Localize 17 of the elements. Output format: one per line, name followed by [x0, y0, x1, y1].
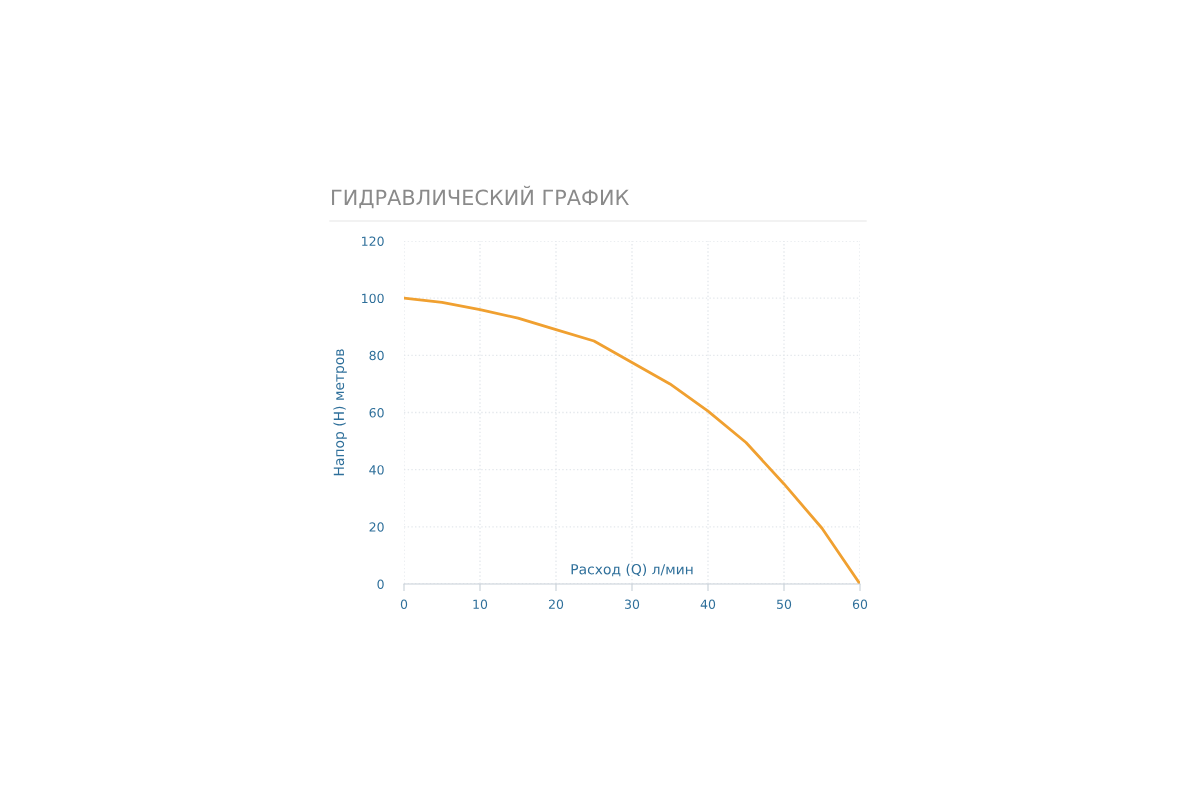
y-tick-label: 100 [362, 293, 384, 304]
y-tick-label: 40 [369, 465, 384, 475]
chart-title: ГИДРАВЛИЧЕСКИЙ ГРАФИК [332, 185, 629, 209]
x-tick-label: 10 [473, 599, 488, 609]
y-axis-title: Напор (H) метров [333, 349, 347, 476]
y-tick-label: 120 [362, 236, 384, 246]
y-tick-label: 60 [369, 407, 384, 418]
x-axis-title: Расход (Q) л/мин [571, 563, 693, 577]
x-tick-label: 0 [400, 599, 408, 609]
x-tick-label: 20 [548, 599, 564, 609]
x-tick-label: 30 [625, 599, 640, 609]
y-tick-label: 20 [369, 522, 384, 532]
x-tick-label: 40 [700, 599, 716, 609]
x-tick-label: 60 [852, 599, 868, 609]
y-tick-label: 0 [377, 579, 384, 589]
y-tick-label: 80 [369, 350, 384, 361]
x-tick-label: 50 [777, 599, 792, 609]
